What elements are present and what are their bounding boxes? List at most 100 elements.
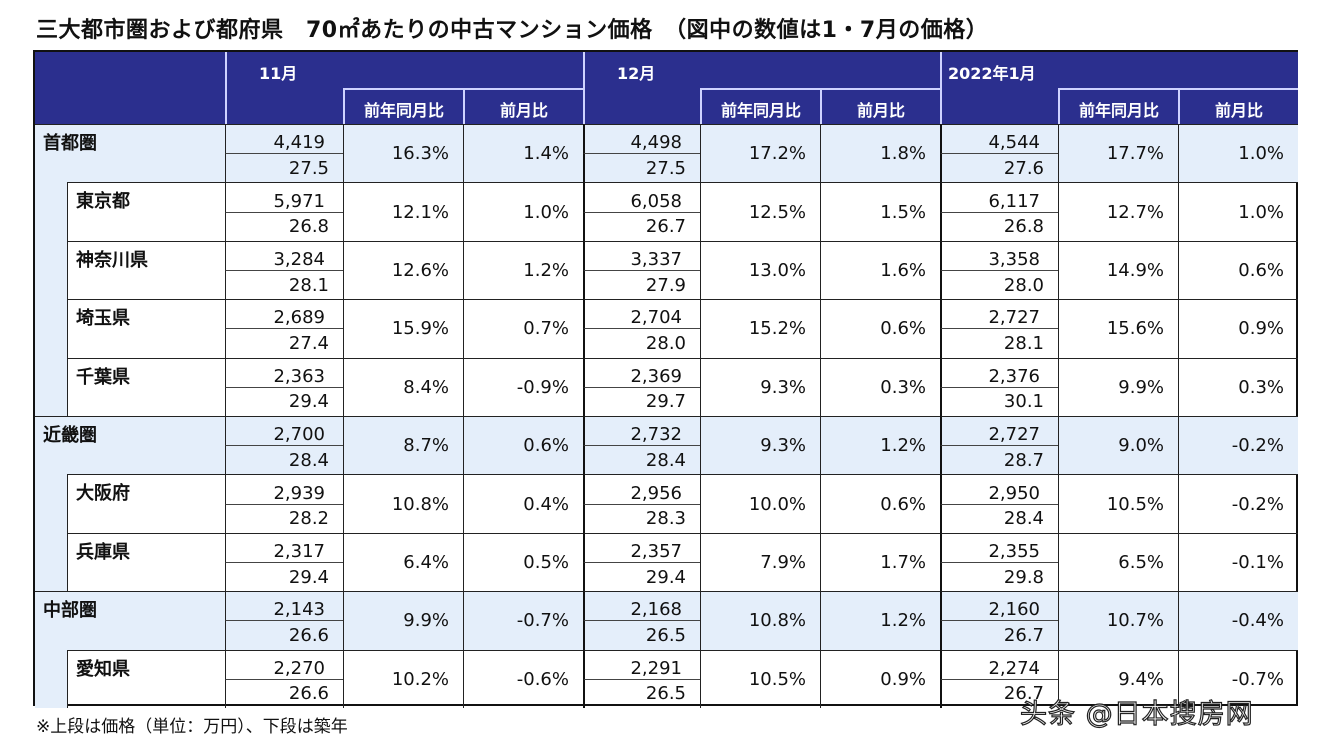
- building-age-value: 28.2: [225, 503, 343, 533]
- building-age-value: 26.6: [225, 620, 343, 650]
- yoy-change: 13.0%: [700, 240, 820, 300]
- yoy-change: 9.3%: [700, 357, 820, 416]
- building-age-value: 28.4: [225, 445, 343, 475]
- building-age-value: 26.7: [583, 211, 700, 241]
- indent-strip: [35, 649, 67, 708]
- yoy-change: 6.5%: [1058, 532, 1178, 592]
- mom-change: -0.1%: [1178, 532, 1298, 592]
- header-mom: 前月比: [1178, 88, 1298, 124]
- yoy-change: 10.8%: [343, 474, 463, 533]
- price-value: 6,117: [940, 182, 1058, 212]
- mom-change: 0.4%: [463, 474, 583, 533]
- building-age-value: 29.4: [583, 562, 700, 592]
- mom-change: 0.6%: [463, 416, 583, 475]
- region-label: 近畿圏: [35, 416, 225, 475]
- price-value: 2,143: [225, 591, 343, 621]
- footnote: ※上段は価格（単位：万円）、下段は築年: [36, 717, 348, 737]
- header-month: 11月: [225, 52, 583, 124]
- price-value: 2,704: [583, 299, 700, 329]
- yoy-change: 9.9%: [343, 591, 463, 650]
- mom-change: -0.7%: [1178, 649, 1298, 708]
- mom-change: 0.6%: [1178, 240, 1298, 300]
- building-age-value: 28.1: [225, 270, 343, 300]
- yoy-change: 6.4%: [343, 532, 463, 592]
- building-age-value: 28.4: [940, 503, 1058, 533]
- yoy-change: 15.2%: [700, 299, 820, 358]
- mom-change: 0.9%: [820, 649, 940, 708]
- mom-change: 0.5%: [463, 532, 583, 592]
- mom-change: -0.4%: [1178, 591, 1298, 650]
- yoy-change: 9.3%: [700, 416, 820, 475]
- header-yoy: 前年同月比: [343, 88, 463, 124]
- price-value: 2,168: [583, 591, 700, 621]
- mom-change: 1.7%: [820, 532, 940, 592]
- building-age-value: 26.6: [225, 678, 343, 708]
- prefecture-label: 千葉県: [67, 357, 225, 416]
- building-age-value: 26.7: [940, 620, 1058, 650]
- yoy-change: 14.9%: [1058, 240, 1178, 300]
- yoy-change: 16.3%: [343, 124, 463, 183]
- page-title: 三大都市圏および都府県 70㎡あたりの中古マンション価格 （図中の数値は1・7月…: [36, 18, 989, 43]
- prefecture-label: 東京都: [67, 182, 225, 241]
- building-age-value: 29.7: [583, 386, 700, 416]
- price-value: 2,357: [583, 532, 700, 562]
- price-value: 2,270: [225, 649, 343, 679]
- building-age-value: 27.4: [225, 328, 343, 358]
- building-age-value: 28.4: [583, 445, 700, 475]
- yoy-change: 9.4%: [1058, 649, 1178, 708]
- mom-change: 0.3%: [820, 357, 940, 416]
- yoy-change: 10.8%: [700, 591, 820, 650]
- mom-change: 0.3%: [1178, 357, 1298, 416]
- mom-change: 1.2%: [463, 240, 583, 300]
- price-value: 3,337: [583, 240, 700, 270]
- building-age-value: 26.5: [583, 678, 700, 708]
- price-value: 2,956: [583, 474, 700, 504]
- mom-change: 1.0%: [1178, 182, 1298, 241]
- prefecture-label: 兵庫県: [67, 532, 225, 592]
- building-age-value: 28.1: [940, 328, 1058, 358]
- yoy-change: 15.9%: [343, 299, 463, 358]
- indent-strip: [35, 532, 67, 592]
- yoy-change: 12.7%: [1058, 182, 1178, 241]
- yoy-change: 12.5%: [700, 182, 820, 241]
- region-label: 首都圏: [35, 124, 225, 183]
- mom-change: -0.7%: [463, 591, 583, 650]
- indent-strip: [35, 357, 67, 416]
- price-value: 2,317: [225, 532, 343, 562]
- building-age-value: 30.1: [940, 386, 1058, 416]
- price-value: 3,284: [225, 240, 343, 270]
- price-value: 6,058: [583, 182, 700, 212]
- yoy-change: 15.6%: [1058, 299, 1178, 358]
- building-age-value: 27.5: [583, 153, 700, 183]
- building-age-value: 27.9: [583, 270, 700, 300]
- prefecture-label: 愛知県: [67, 649, 225, 708]
- price-value: 2,160: [940, 591, 1058, 621]
- price-value: 2,376: [940, 357, 1058, 387]
- indent-strip: [35, 474, 67, 533]
- yoy-change: 12.6%: [343, 240, 463, 300]
- mom-change: 1.5%: [820, 182, 940, 241]
- mom-change: 1.2%: [820, 591, 940, 650]
- price-value: 2,274: [940, 649, 1058, 679]
- yoy-change: 8.7%: [343, 416, 463, 475]
- price-value: 2,291: [583, 649, 700, 679]
- yoy-change: 10.7%: [1058, 591, 1178, 650]
- yoy-change: 10.2%: [343, 649, 463, 708]
- building-age-value: 27.6: [940, 153, 1058, 183]
- yoy-change: 17.7%: [1058, 124, 1178, 183]
- price-value: 4,544: [940, 124, 1058, 154]
- price-value: 2,950: [940, 474, 1058, 504]
- mom-change: 1.0%: [463, 182, 583, 241]
- yoy-change: 9.9%: [1058, 357, 1178, 416]
- building-age-value: 28.0: [940, 270, 1058, 300]
- mom-change: -0.2%: [1178, 474, 1298, 533]
- building-age-value: 27.5: [225, 153, 343, 183]
- price-value: 2,727: [940, 416, 1058, 446]
- building-age-value: 29.8: [940, 562, 1058, 592]
- prefecture-label: 神奈川県: [67, 240, 225, 300]
- prefecture-label: 大阪府: [67, 474, 225, 533]
- yoy-change: 10.5%: [1058, 474, 1178, 533]
- building-age-value: 28.7: [940, 445, 1058, 475]
- building-age-value: 26.8: [940, 211, 1058, 241]
- price-value: 5,971: [225, 182, 343, 212]
